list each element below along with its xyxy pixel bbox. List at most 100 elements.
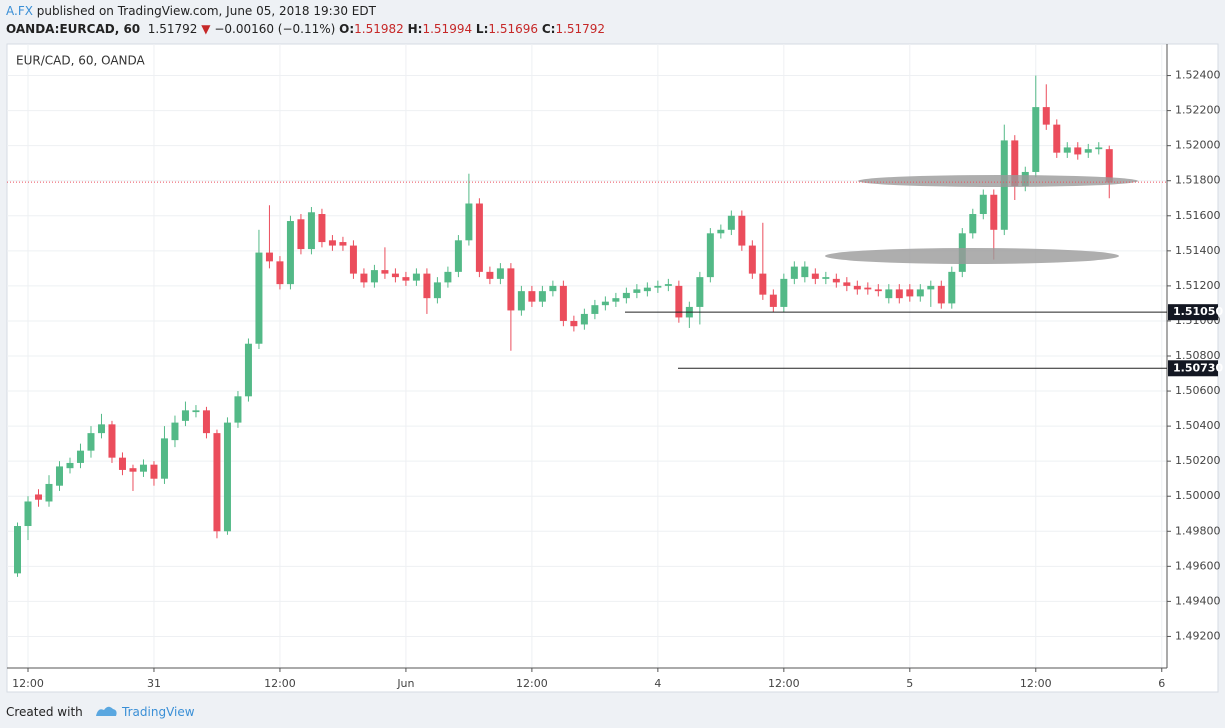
x-tick-label: 6 <box>1158 677 1165 690</box>
x-tick-label: 12:00 <box>1020 677 1052 690</box>
candle-body <box>612 298 620 302</box>
level-tag <box>1168 304 1218 321</box>
candle-body <box>118 457 126 470</box>
x-tick-label: 12:00 <box>768 677 800 690</box>
candle-body <box>412 273 420 281</box>
candle-body <box>486 271 494 279</box>
publish-line: A.FX published on TradingView.com, June … <box>6 4 376 18</box>
candle-body <box>832 278 840 283</box>
y-tick-label: 1.50800 <box>1175 349 1221 362</box>
candle-body <box>171 422 179 441</box>
candle-body <box>192 410 200 413</box>
footer: Created with TradingView <box>6 702 195 719</box>
candle-body <box>108 424 116 458</box>
published: published on TradingView.com, June 05, 2… <box>36 4 376 18</box>
candle-body <box>97 424 105 434</box>
candle-body <box>307 212 315 250</box>
y-tick-label: 1.51400 <box>1175 244 1221 257</box>
candle-body <box>759 273 767 295</box>
open-label: O: <box>339 22 355 36</box>
y-tick-label: 1.52400 <box>1175 69 1221 82</box>
author[interactable]: A.FX <box>6 4 33 18</box>
candle-body <box>255 252 263 344</box>
candle-body <box>517 291 525 311</box>
candle-body <box>853 285 861 290</box>
candle-body <box>286 221 294 285</box>
candle-body <box>465 203 473 241</box>
candle-body <box>297 219 305 250</box>
candle-body <box>885 289 893 299</box>
candle-body <box>906 289 914 297</box>
candle-body <box>654 285 662 288</box>
x-tick-label: Jun <box>396 677 414 690</box>
high: 1.51994 <box>422 22 473 36</box>
y-tick-label: 1.49400 <box>1175 594 1221 607</box>
candle-body <box>1105 149 1113 183</box>
x-tick-label: 12:00 <box>516 677 548 690</box>
candle-body <box>234 396 242 423</box>
candle-body <box>549 285 557 292</box>
brand-logo <box>96 706 117 716</box>
candle-body <box>475 203 483 272</box>
candle-body <box>360 273 368 283</box>
candle-body <box>339 242 347 246</box>
candle-body <box>370 270 378 283</box>
y-tick-label: 1.51200 <box>1175 279 1221 292</box>
candle-body <box>13 526 21 574</box>
candle-body <box>1074 147 1082 155</box>
candle-body <box>580 313 588 325</box>
candle-body <box>181 410 189 421</box>
created-with: Created with <box>6 705 83 719</box>
y-tick-label: 1.52200 <box>1175 104 1221 117</box>
candle-body <box>769 294 777 307</box>
candle-body <box>55 466 63 486</box>
candle-body <box>349 245 357 274</box>
candle-body <box>160 438 168 479</box>
candle-body <box>223 422 231 532</box>
candle-body <box>45 483 53 502</box>
candle-body <box>874 289 882 292</box>
candle-body <box>969 214 977 234</box>
candle-body <box>738 215 746 246</box>
x-tick-label: 4 <box>654 677 661 690</box>
candle-body <box>696 277 704 307</box>
candle-body <box>76 450 84 463</box>
x-tick-label: 31 <box>147 677 161 690</box>
candle-body <box>1032 107 1040 172</box>
candle-body <box>706 233 714 278</box>
candle-body <box>87 433 95 451</box>
brand[interactable]: TradingView <box>122 705 195 719</box>
candle-body <box>643 287 651 292</box>
candle-body <box>948 271 956 304</box>
y-tick-label: 1.49800 <box>1175 524 1221 537</box>
y-tick-label: 1.49600 <box>1175 559 1221 572</box>
candle-body <box>717 229 725 234</box>
candle-body <box>507 268 515 311</box>
x-tick-label: 12:00 <box>12 677 44 690</box>
candle-body <box>622 292 630 299</box>
candle-body <box>601 301 609 306</box>
candle-body <box>454 240 462 272</box>
candle-body <box>990 194 998 230</box>
arrow: ▼ <box>201 22 211 36</box>
y-tick-label: 1.50400 <box>1175 419 1221 432</box>
candle-body <box>496 268 504 279</box>
candle-body <box>213 433 221 532</box>
y-tick-label: 1.50000 <box>1175 489 1221 502</box>
candle-body <box>864 287 872 290</box>
candle-body <box>727 215 735 230</box>
candle-body <box>202 410 210 434</box>
change: −0.00160 (−0.11%) <box>214 22 336 36</box>
candle-body <box>328 240 336 246</box>
y-tick-label: 1.52000 <box>1175 139 1221 152</box>
x-tick-label: 12:00 <box>264 677 296 690</box>
candle-body <box>381 270 389 274</box>
highlight-ellipse <box>858 175 1138 187</box>
candle-body <box>265 252 273 262</box>
open: 1.51982 <box>354 22 404 36</box>
candle-body <box>318 214 326 243</box>
candle-body <box>843 282 851 286</box>
candle-body <box>937 285 945 304</box>
